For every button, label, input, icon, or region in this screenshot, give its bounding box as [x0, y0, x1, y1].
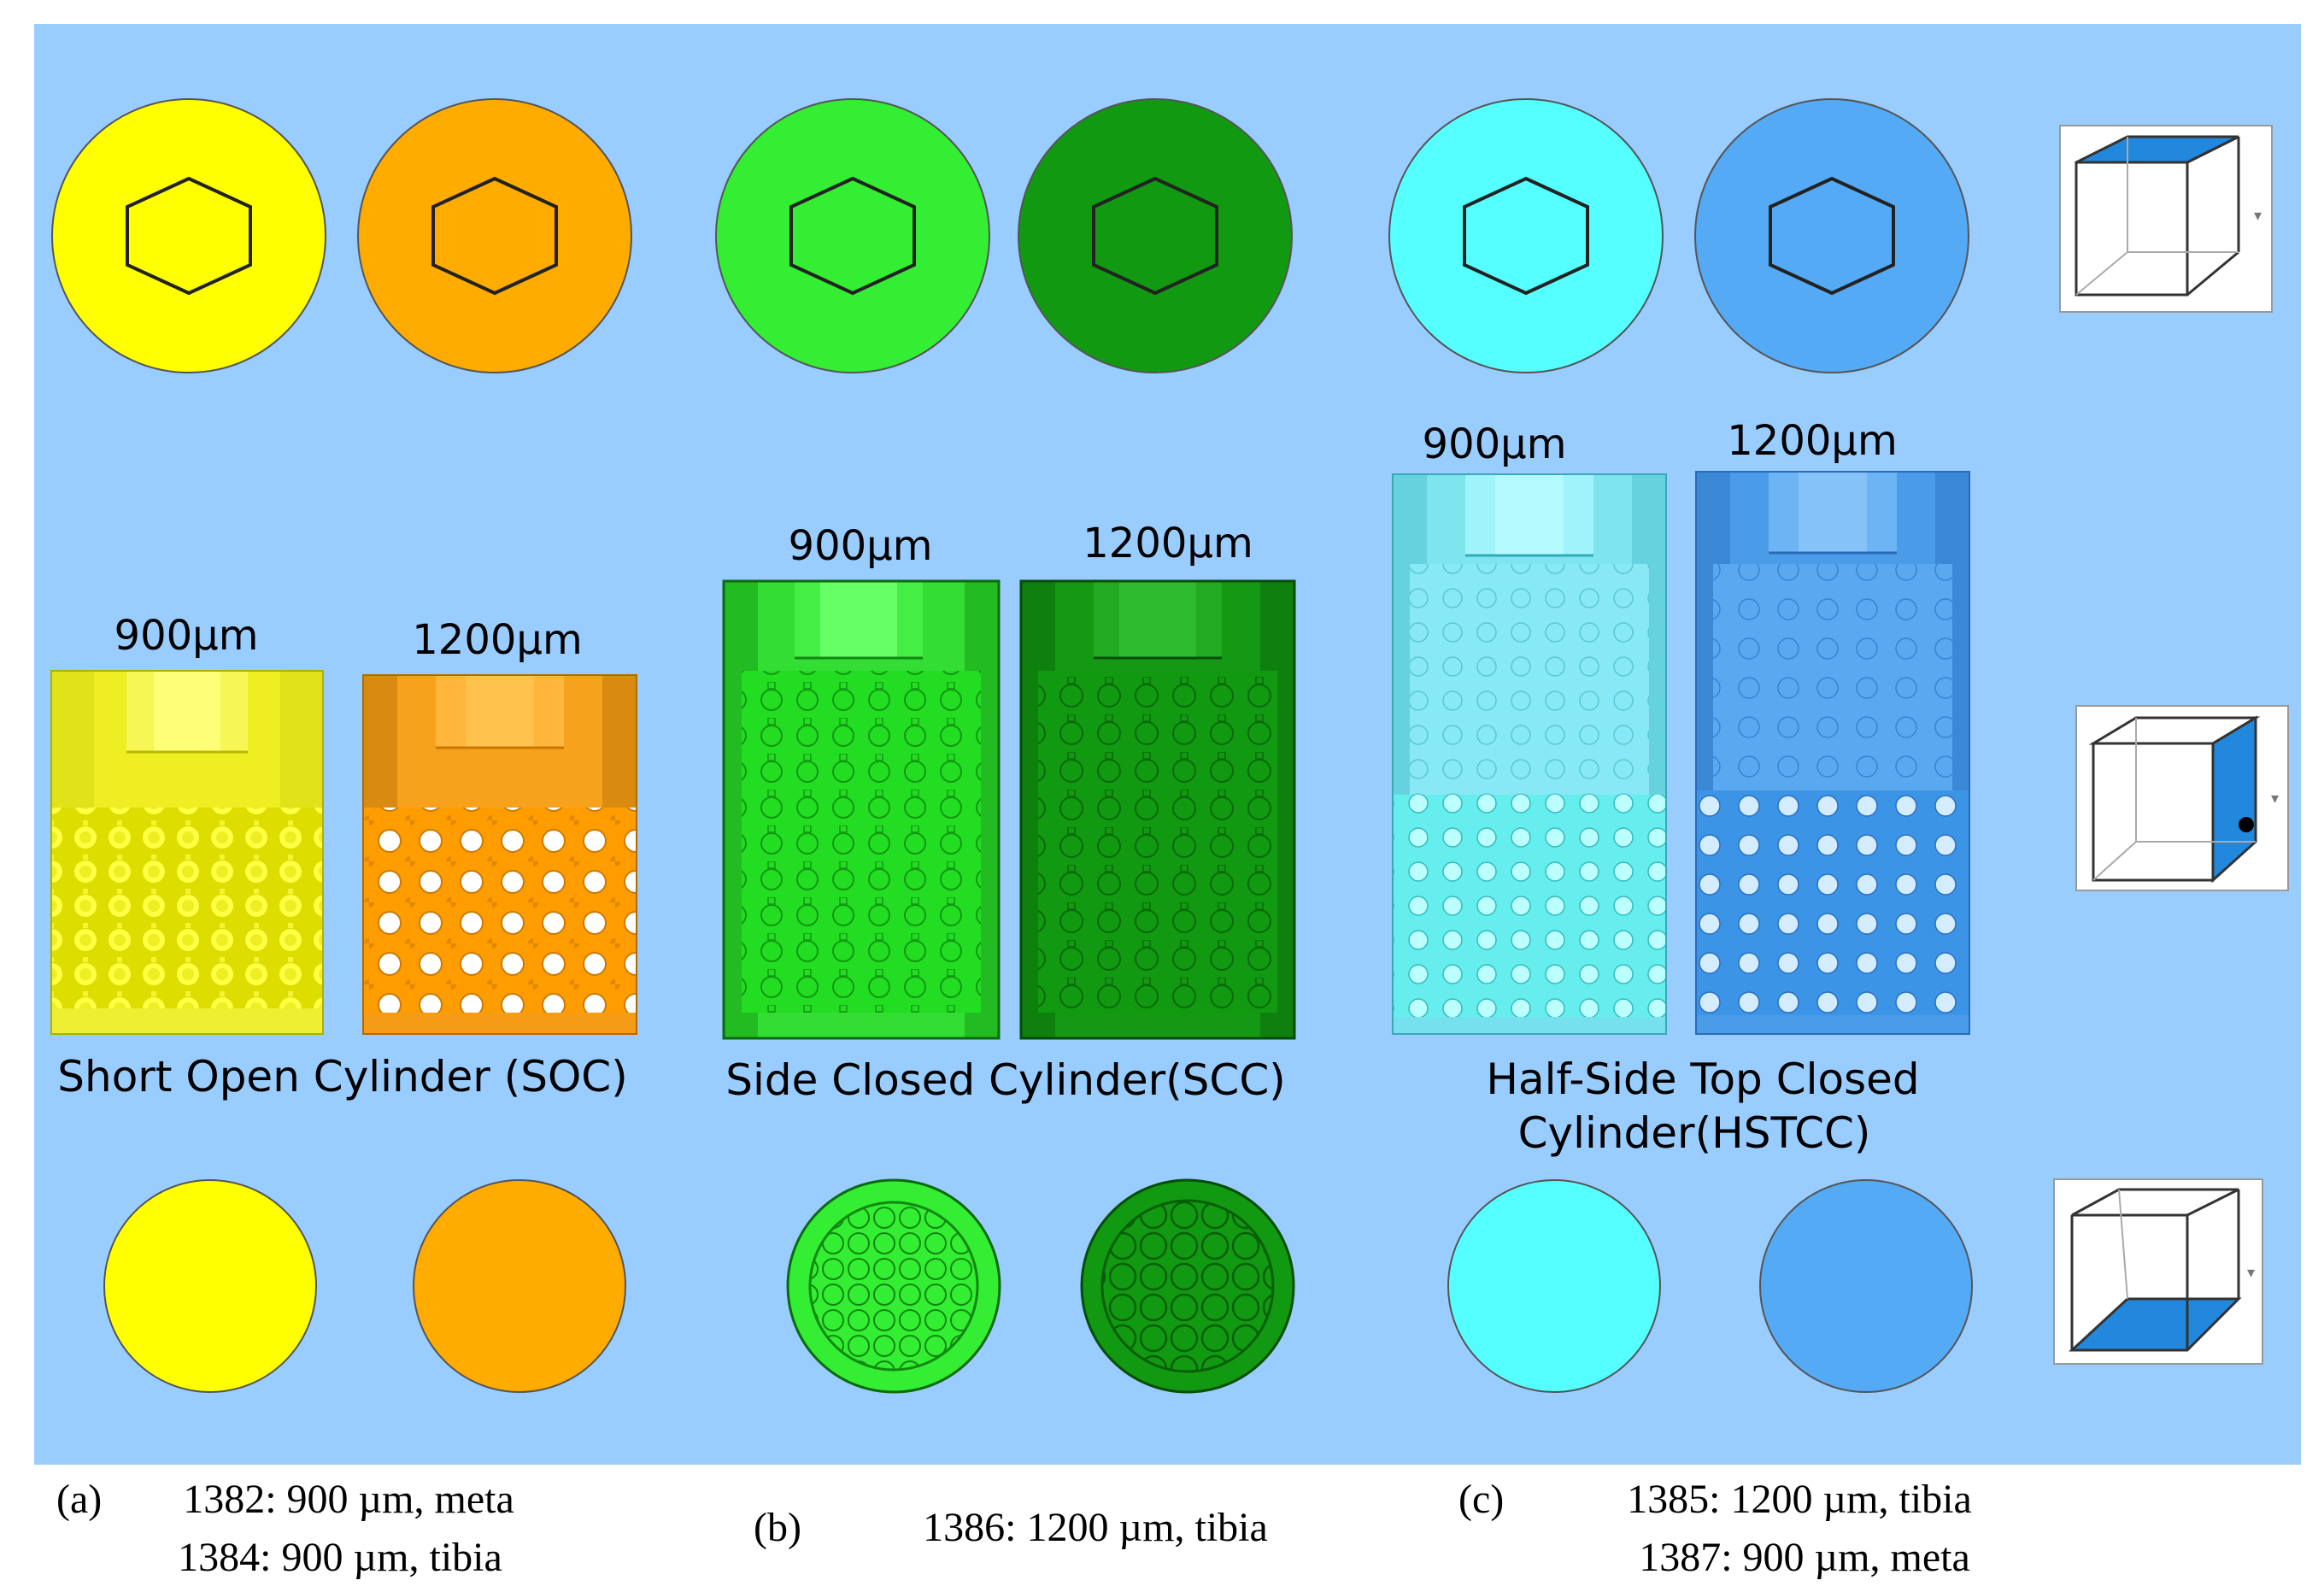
soc-1200-top-view [357, 98, 632, 373]
soc-1200-side-view [362, 674, 637, 1035]
chevron-down-icon[interactable]: ▾ [2271, 790, 2279, 808]
scc-1200-bottom-view [1080, 1178, 1295, 1394]
panel-label-c: (c) [1458, 1477, 1504, 1522]
soc-900-bottom-view [103, 1179, 317, 1393]
scc-1200-top-view [1018, 98, 1293, 373]
cube-right-face [2213, 718, 2256, 880]
hstcc-1200-top-view [1694, 98, 1969, 373]
scc-900-size-label: 900µm [789, 522, 933, 570]
hstcc-1200-bottom-view [1759, 1179, 1973, 1393]
caption-a-line2: 1384: 900 µm, tibia [178, 1535, 502, 1580]
hexagon-outline [1769, 176, 1895, 296]
hstcc-900-size-label: 900µm [1423, 420, 1567, 468]
hstcc-1200-side-view [1695, 471, 1970, 1035]
chevron-down-icon[interactable]: ▾ [2247, 1264, 2255, 1282]
hstcc-group-name-line1: Half-Side Top Closed [1486, 1054, 1919, 1104]
panel-label-b: (b) [754, 1505, 801, 1550]
hexagon-outline [431, 176, 558, 296]
soc-900-size-label: 900µm [114, 612, 259, 660]
hstcc-1200-size-label: 1200µm [1727, 417, 1897, 465]
caption-c-line1: 1385: 1200 µm, tibia [1627, 1477, 1972, 1522]
scc-1200-size-label: 1200µm [1083, 520, 1253, 567]
caption-b-line1: 1386: 1200 µm, tibia [923, 1505, 1268, 1550]
hexagon-outline [1463, 176, 1589, 296]
scc-900-bottom-view [786, 1178, 1001, 1394]
view-cube-top[interactable]: ▾ [2059, 125, 2273, 313]
hexagon-outline [126, 176, 252, 296]
hstcc-group-name-line2: Cylinder(HSTCC) [1518, 1108, 1871, 1158]
view-cube-bottom[interactable]: ▾ [2053, 1178, 2263, 1365]
scc-900-top-view [715, 98, 990, 373]
view-cube-front[interactable]: ▾ [2075, 705, 2289, 891]
top-views [51, 98, 1969, 373]
hstcc-900-bottom-view [1447, 1179, 1661, 1393]
soc-group-name: Short Open Cylinder (SOC) [57, 1052, 627, 1101]
chevron-down-icon[interactable]: ▾ [2254, 207, 2262, 225]
panel-label-a: (a) [56, 1477, 102, 1522]
hexagon-outline [789, 176, 916, 296]
soc-900-side-view [50, 670, 324, 1035]
scc-1200-side-view [1019, 579, 1296, 1040]
caption-a-line1: 1382: 900 µm, meta [183, 1477, 514, 1522]
hexagon-outline [1092, 176, 1218, 296]
soc-1200-size-label: 1200µm [412, 616, 582, 664]
caption-c-line2: 1387: 900 µm, meta [1639, 1535, 1970, 1580]
scc-900-side-view [722, 579, 1001, 1040]
soc-900-top-view [51, 98, 326, 373]
scc-group-name: Side Closed Cylinder(SCC) [725, 1055, 1285, 1105]
cube-indicator-dot [2239, 817, 2254, 832]
hstcc-900-top-view [1388, 98, 1664, 373]
hstcc-900-side-view [1392, 473, 1667, 1035]
soc-1200-bottom-view [413, 1179, 626, 1393]
bottom-views [103, 1178, 1973, 1394]
